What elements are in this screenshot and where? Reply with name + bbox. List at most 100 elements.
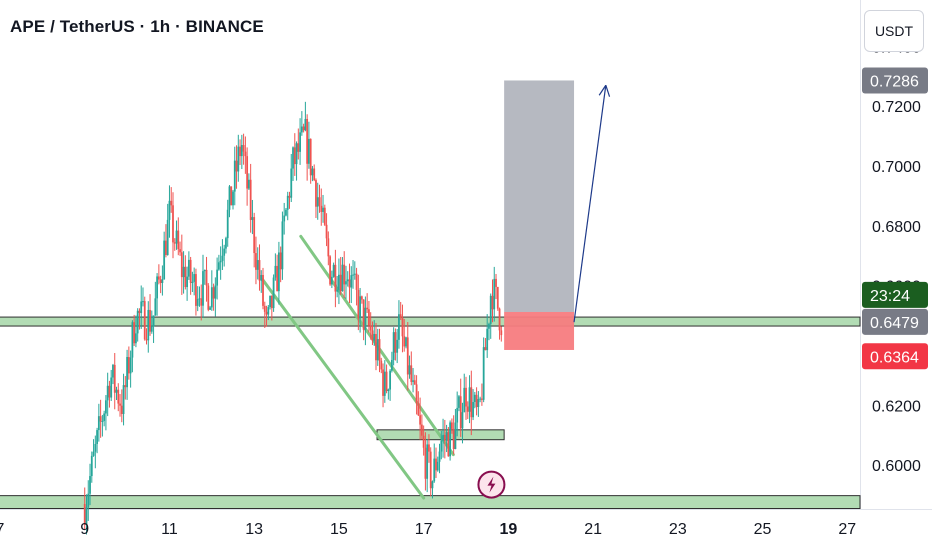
candle-body-6 <box>94 443 97 452</box>
candle-body-112 <box>281 221 284 270</box>
candle-body-199 <box>435 458 437 471</box>
candle-body-90 <box>242 145 245 152</box>
candle-body-217 <box>466 406 469 412</box>
candle-body-209 <box>452 428 455 450</box>
currency-unit-button[interactable]: USDT <box>864 10 924 52</box>
x-tick-label-10: 27 <box>838 521 856 538</box>
candle-body-62 <box>193 274 196 282</box>
candle-body-4 <box>90 455 93 477</box>
candle-body-215 <box>463 387 466 413</box>
arrow-head-1 <box>598 84 607 96</box>
candle-body-76 <box>217 262 220 270</box>
lightning-icon <box>487 476 496 493</box>
candle-body-185 <box>410 365 413 382</box>
x-tick-label-4: 15 <box>330 521 348 538</box>
candle-body-56 <box>182 266 185 278</box>
candle-body-45 <box>163 240 166 280</box>
candle-body-216 <box>465 387 467 407</box>
candle-body-59 <box>187 259 190 277</box>
x-tick-label-9: 25 <box>754 521 772 538</box>
candle-body-101 <box>262 274 264 306</box>
candle-body-3 <box>89 476 91 494</box>
candle-body-2 <box>87 493 90 508</box>
candle-body-183 <box>406 337 409 375</box>
candle-body-225 <box>480 398 483 400</box>
candle-body-27 <box>131 322 134 358</box>
candle-body-187 <box>413 380 416 385</box>
candle-body-188 <box>415 384 418 404</box>
candle-body-178 <box>398 314 400 340</box>
candle-body-147 <box>343 264 346 285</box>
last-price-badge-text: 0.6479 <box>870 315 919 332</box>
candle-body-196 <box>429 451 432 489</box>
candle-body-87 <box>237 146 240 172</box>
candle-body-233 <box>495 278 497 287</box>
candle-body-82 <box>228 186 231 210</box>
stop-price-badge-text: 0.6364 <box>870 349 919 366</box>
candle-body-103 <box>265 311 268 315</box>
x-tick-label-0: 7 <box>0 521 5 538</box>
candle-body-40 <box>154 298 157 316</box>
candle-body-38 <box>150 326 153 332</box>
target-zone[interactable] <box>504 80 575 312</box>
candle-body-22 <box>122 385 125 414</box>
candle-body-105 <box>269 295 271 308</box>
candle-body-202 <box>440 440 443 452</box>
candle-body-210 <box>454 422 457 450</box>
candle-body-167 <box>378 339 381 361</box>
stop-zone[interactable] <box>504 311 575 350</box>
candle-body-151 <box>350 275 353 288</box>
candle-body-108 <box>274 265 277 278</box>
candle-body-161 <box>368 309 370 326</box>
candle-body-159 <box>364 307 367 330</box>
candle-body-133 <box>318 197 321 206</box>
candle-body-61 <box>191 281 194 283</box>
candle-body-143 <box>336 289 339 292</box>
candle-body-169 <box>382 369 384 396</box>
candle-body-230 <box>489 295 492 324</box>
candle-body-117 <box>290 168 293 198</box>
candle-body-18 <box>115 389 118 393</box>
candle-body-219 <box>470 387 473 418</box>
candle-body-180 <box>401 317 404 337</box>
long-position-tool[interactable] <box>504 80 575 350</box>
time-axis[interactable]: 7 9 11 13 15 17 19 21 23 25 27 <box>0 521 856 538</box>
flash-marker[interactable] <box>477 470 506 499</box>
candles <box>83 101 503 535</box>
candle-body-70 <box>207 285 210 310</box>
candle-body-236 <box>500 330 503 336</box>
candle-body-172 <box>387 389 390 392</box>
candle-body-232 <box>493 278 496 310</box>
candle-body-102 <box>263 305 266 312</box>
candle-body-13 <box>106 385 109 401</box>
candle-body-132 <box>316 197 319 207</box>
candle-body-190 <box>419 415 422 425</box>
candle-body-89 <box>240 145 243 157</box>
candle-body-54 <box>179 249 181 253</box>
candle-body-129 <box>311 168 314 176</box>
candle-body-49 <box>170 200 173 206</box>
y-tick-label-6: 0.6000 <box>872 458 921 475</box>
support-zone-3 <box>0 495 861 510</box>
candle-body-14 <box>108 385 111 398</box>
candle-body-204 <box>443 434 446 441</box>
candle-body-118 <box>292 147 294 169</box>
candle-body-231 <box>491 295 494 310</box>
chart-title: APE / TetherUS · 1h · BINANCE <box>10 17 264 36</box>
candle-body-227 <box>484 347 487 351</box>
y-tick-label-1: 0.7200 <box>872 99 921 116</box>
candle-body-134 <box>320 205 323 212</box>
last-price-badge-bg <box>862 308 928 335</box>
candle-body-47 <box>166 219 169 255</box>
candle-body-155 <box>357 289 360 319</box>
candle-body-12 <box>105 400 107 414</box>
price-axis[interactable]: 0.74000.72000.70000.68000.66000.62000.60… <box>872 39 921 475</box>
candle-body-122 <box>299 132 301 152</box>
candle-body-99 <box>258 260 261 281</box>
candle-body-88 <box>239 146 241 157</box>
candle-body-130 <box>313 168 316 181</box>
candle-body-95 <box>251 217 254 220</box>
candle-body-162 <box>369 325 372 331</box>
